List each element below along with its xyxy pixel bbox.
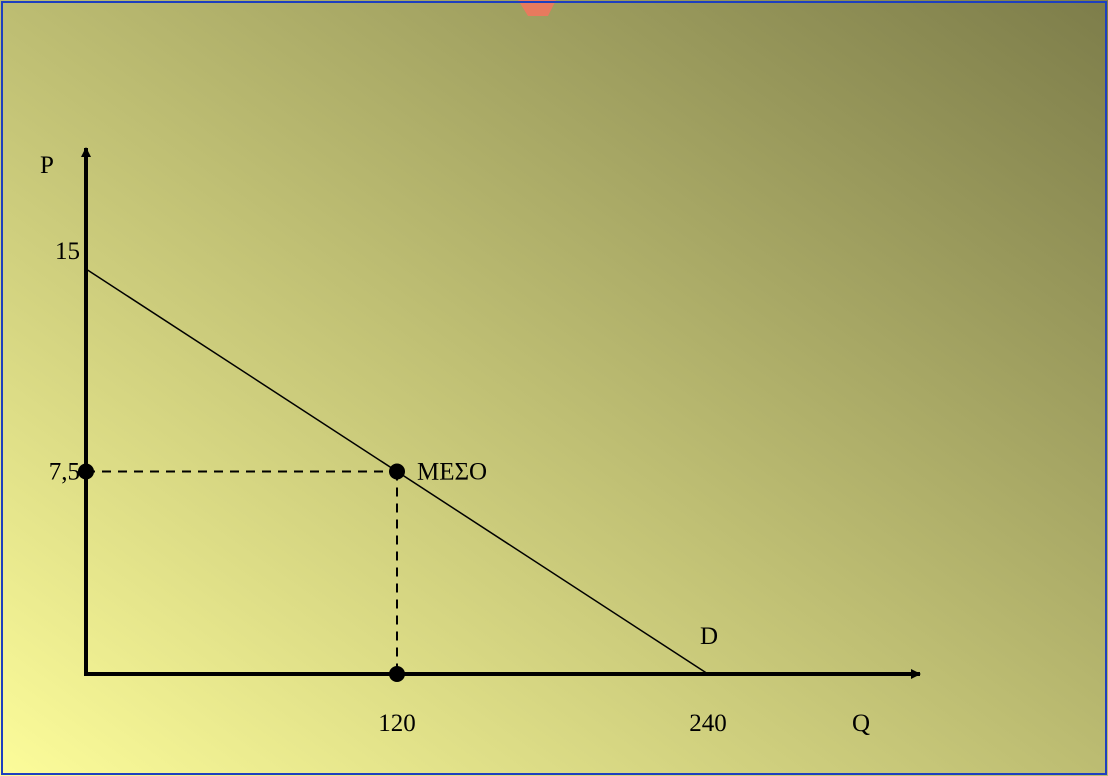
x-axis-label: Q <box>852 710 870 737</box>
x-tick-label: 240 <box>689 710 727 737</box>
y-tick-label: 15 <box>55 238 80 265</box>
point-marker <box>389 463 405 480</box>
point-marker <box>389 666 405 682</box>
point-marker <box>78 463 94 480</box>
reference-guides <box>86 470 398 674</box>
series-label: D <box>700 623 718 650</box>
y-tick-label: 7,5 <box>49 459 80 486</box>
tick-labels: 15 7,5 120 240 <box>49 238 727 737</box>
top-tab-shape <box>518 0 556 16</box>
y-axis-label: P <box>40 152 54 179</box>
point-annotation: ΜΕΣΟ <box>417 459 487 486</box>
x-tick-label: 120 <box>378 710 416 737</box>
annotations: ΜΕΣΟ <box>417 459 487 486</box>
markers <box>78 463 405 682</box>
